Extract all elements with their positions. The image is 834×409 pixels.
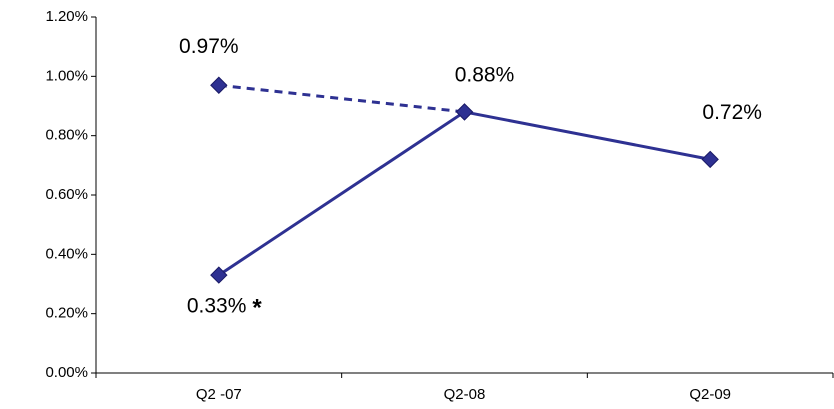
- y-tick-label: 0.80%: [45, 127, 88, 144]
- data-label: 0.33%: [187, 295, 247, 318]
- series-line: [218, 83, 465, 114]
- y-tick-label: 0.60%: [45, 186, 88, 203]
- x-tick-label: Q2-08: [444, 386, 486, 403]
- marker: [701, 150, 719, 169]
- data-label: 0.72%: [702, 101, 762, 124]
- annotation: *: [252, 294, 262, 321]
- y-tick-label: 1.00%: [45, 67, 88, 84]
- marker: [210, 266, 228, 284]
- series-line: [218, 110, 711, 277]
- marker: [455, 103, 474, 121]
- marker: [210, 76, 228, 94]
- x-tick-label: Q2-09: [689, 386, 731, 403]
- y-tick-label: 1.20%: [45, 8, 88, 25]
- data-label: 0.97%: [179, 35, 239, 58]
- y-tick-label: 0.00%: [45, 364, 88, 381]
- x-tick-label: Q2 -07: [196, 386, 242, 403]
- y-tick-label: 0.40%: [45, 245, 88, 262]
- y-tick-label: 0.20%: [45, 305, 88, 322]
- data-label: 0.88%: [455, 63, 515, 86]
